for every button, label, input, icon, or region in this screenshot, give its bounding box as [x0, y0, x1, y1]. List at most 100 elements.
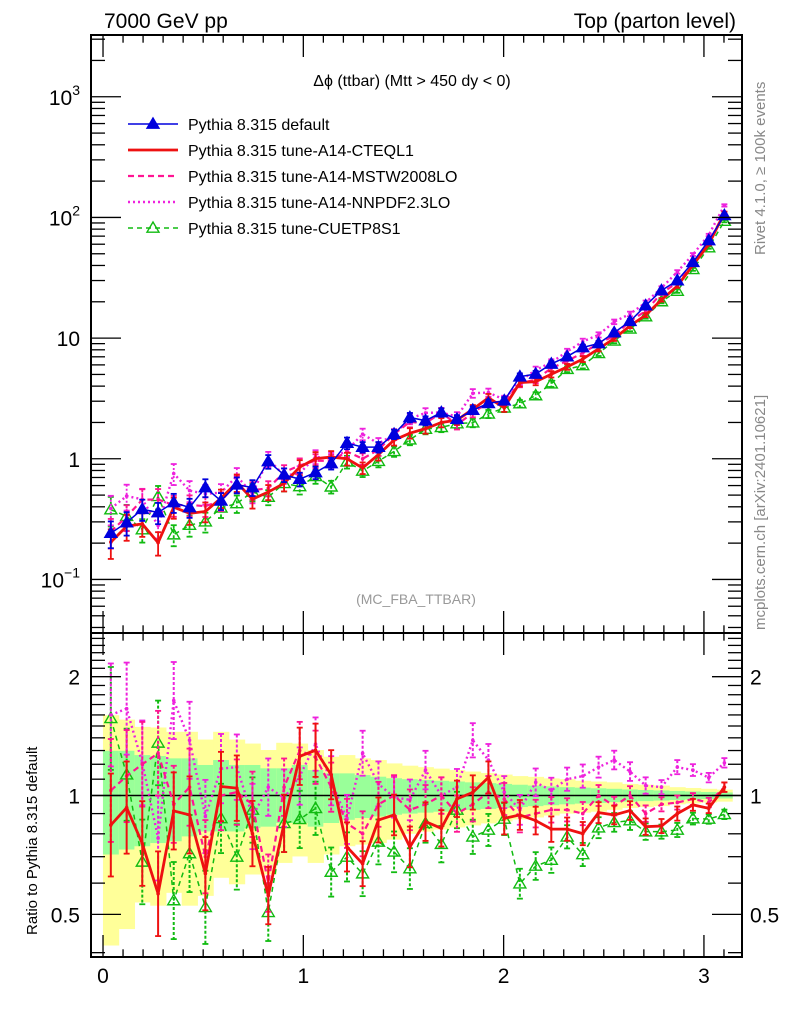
data-point	[323, 456, 339, 469]
data-point	[187, 488, 192, 493]
data-point	[565, 365, 569, 369]
data-point	[685, 254, 701, 268]
ratio-point	[502, 797, 507, 801]
data-point	[544, 356, 559, 369]
x-tick-label: 0	[97, 965, 109, 988]
ratio-point	[628, 769, 632, 774]
ratio-point	[124, 805, 129, 810]
ratio-point	[235, 786, 239, 790]
data-point	[360, 432, 365, 436]
ratio-point	[591, 820, 606, 833]
data-point	[355, 439, 370, 452]
ratio-point	[171, 698, 176, 703]
ratio-y-tick-label: 0.5	[51, 904, 80, 927]
ratio-point	[203, 814, 208, 819]
legend-entry: Pythia 8.315 default	[128, 116, 330, 134]
data-point	[549, 372, 554, 377]
ratio-point	[596, 810, 601, 815]
data-point	[606, 325, 622, 338]
rivet-label: Rivet 4.1.0, ≥ 100k events	[752, 82, 769, 255]
ratio-point	[465, 829, 481, 842]
ratio-point	[706, 775, 711, 780]
ratio-y-tick-label-right: 0.5	[750, 904, 779, 927]
ratio-point	[675, 765, 680, 769]
ratio-point	[565, 827, 569, 831]
legend-label: Pythia 8.315 tune-A14-MSTW2008LO	[188, 169, 457, 186]
y-tick-label-base: 10	[49, 207, 72, 230]
data-point	[612, 336, 617, 341]
ratio-point	[439, 826, 444, 831]
ratio-point	[549, 827, 554, 831]
data-point	[213, 493, 229, 506]
data-point	[580, 357, 585, 361]
ratio-point	[329, 772, 333, 777]
ratio-point	[717, 806, 732, 820]
data-point	[355, 463, 370, 476]
ratio-point	[109, 823, 113, 827]
x-tick-label: 2	[498, 965, 510, 988]
data-point	[402, 410, 418, 423]
legend-label: Pythia 8.315 tune-CUETP8S1	[188, 221, 401, 238]
ratio-point	[455, 797, 459, 801]
ratio-point	[628, 793, 632, 798]
ratio-point	[575, 847, 590, 860]
ratio-point	[481, 822, 496, 835]
legend-label: Pythia 8.315 tune-A14-NNPDF2.3LO	[188, 195, 450, 212]
ratio-point	[580, 831, 585, 836]
ratio-ylabel: Ratio to Pythia 8.315 default	[24, 746, 41, 935]
ratio-point	[596, 793, 601, 798]
series-0	[103, 208, 732, 550]
data-point	[245, 480, 260, 493]
ratio-point	[360, 861, 365, 866]
data-point	[544, 376, 559, 389]
ratio-y-tick-label: 1	[68, 786, 80, 809]
ratio-point	[722, 761, 727, 765]
data-point	[150, 505, 166, 518]
ratio-point	[376, 818, 381, 822]
analysis-label: (MC_FBA_TTBAR)	[356, 591, 476, 607]
ratio-point	[612, 813, 617, 817]
data-point	[119, 515, 134, 528]
ratio-point	[156, 891, 160, 896]
data-point	[103, 525, 119, 539]
data-point	[533, 379, 538, 384]
legend-label: Pythia 8.315 default	[188, 117, 330, 134]
ratio-point	[701, 811, 716, 824]
data-point	[439, 420, 444, 425]
ratio-point	[266, 785, 271, 789]
data-point	[465, 415, 481, 428]
data-point	[408, 431, 412, 435]
ratio-point	[360, 831, 365, 836]
series-2	[107, 210, 728, 550]
data-point	[171, 471, 176, 476]
data-point	[266, 490, 271, 494]
ratio-point	[643, 783, 648, 788]
ratio-point	[675, 811, 680, 816]
ratio-point	[670, 822, 685, 835]
data-point	[423, 411, 428, 415]
series-line	[110, 204, 726, 529]
band-inner-bin	[197, 764, 214, 832]
data-point	[518, 380, 522, 385]
data-point	[198, 480, 213, 493]
y-tick-label: 10−1	[41, 564, 81, 592]
legend-marker-icon	[145, 220, 161, 233]
data-point	[276, 467, 292, 480]
data-point	[591, 336, 606, 349]
ratio-point	[612, 758, 617, 762]
data-point	[135, 501, 150, 515]
data-point	[386, 426, 402, 440]
mcplots-label: mcplots.cern.ch [arXiv:2401.10621]	[752, 395, 769, 630]
data-point	[229, 496, 245, 509]
ratio-point	[470, 790, 475, 795]
ratio-point	[423, 768, 428, 772]
data-point	[596, 333, 601, 337]
ratio-point	[518, 813, 522, 817]
y-tick-label-exp: 3	[72, 82, 80, 98]
ratio-point	[643, 824, 648, 829]
data-point	[654, 294, 669, 307]
ratio-point	[533, 818, 538, 823]
data-point	[313, 456, 318, 461]
x-tick-label: 1	[297, 965, 309, 988]
legend-entry: Pythia 8.315 tune-A14-MSTW2008LO	[128, 169, 457, 186]
